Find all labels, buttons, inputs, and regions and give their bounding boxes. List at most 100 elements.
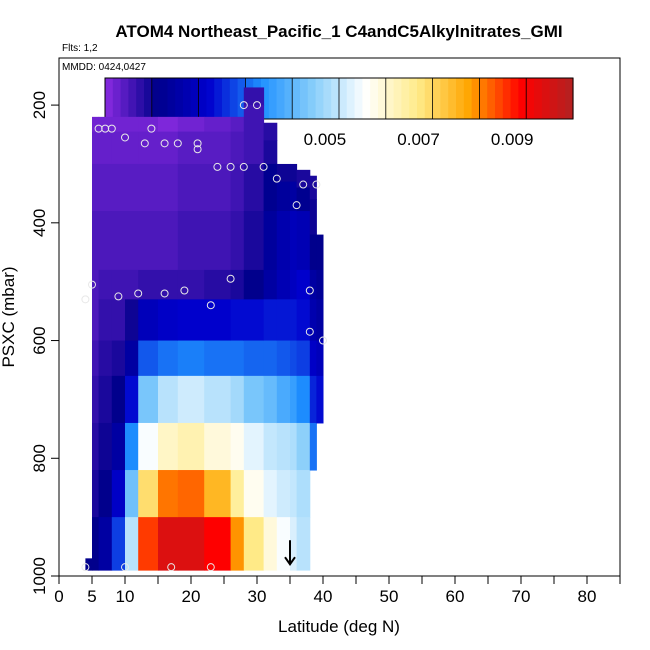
y-axis: 200 400 600 800 1000 xyxy=(30,91,59,595)
x-tick-label: 40 xyxy=(314,587,333,606)
heatmap-cell xyxy=(98,299,113,342)
flight-point xyxy=(239,162,248,171)
heatmap-cell xyxy=(243,517,265,571)
heatmap-cell xyxy=(243,87,265,106)
flight-point xyxy=(259,162,268,171)
x-tick-label: 80 xyxy=(578,587,597,606)
heatmap-cell xyxy=(85,558,93,571)
heatmap-cell xyxy=(138,375,159,424)
flight-points xyxy=(81,101,327,572)
heatmap-cell xyxy=(125,422,139,471)
heatmap-cell xyxy=(125,470,139,518)
colorbar-swatch xyxy=(206,78,215,119)
x-tick-label: 30 xyxy=(248,587,267,606)
heatmap-cell xyxy=(296,517,311,571)
heatmap-cell xyxy=(243,163,265,212)
heatmap-cell xyxy=(111,116,126,133)
flights-note: Flts: 1,2 xyxy=(62,43,98,54)
dates-note: MMDD: 0424,0427 xyxy=(62,62,146,73)
colorbar-swatch xyxy=(136,78,145,119)
heatmap-cell xyxy=(138,131,159,165)
flight-point xyxy=(140,139,149,148)
heatmap-cell xyxy=(111,470,126,518)
heatmap-cell xyxy=(243,269,265,300)
heatmap-cell xyxy=(263,375,278,424)
heatmap-cell xyxy=(138,116,159,133)
heatmap-cell xyxy=(92,422,100,471)
colorbar-frame xyxy=(104,77,574,120)
colorbar-swatch xyxy=(105,78,114,119)
heatmap-cell xyxy=(158,269,179,300)
heatmap-cell xyxy=(204,470,232,518)
heatmap-cell xyxy=(125,340,139,377)
heatmap-cell xyxy=(204,116,232,133)
flight-point xyxy=(107,124,116,133)
heatmap-cell xyxy=(158,131,179,165)
colorbar-swatch xyxy=(268,78,278,119)
colorbar-swatch xyxy=(417,78,426,119)
flight-point xyxy=(253,101,261,110)
x-tick-label: 50 xyxy=(380,587,399,606)
colorbar-swatch xyxy=(128,78,137,119)
heatmap-cell xyxy=(138,422,159,471)
colorbar-swatch xyxy=(214,78,223,119)
x-tick-label: 5 xyxy=(87,587,96,606)
heatmap-cell xyxy=(204,517,232,571)
heatmap-cell xyxy=(230,340,245,377)
heatmap-cell xyxy=(276,299,291,342)
colorbar-swatch xyxy=(534,78,543,119)
heatmap-cell xyxy=(243,211,265,271)
flight-point xyxy=(272,174,281,183)
heatmap-cell xyxy=(204,422,232,471)
heatmap-cell xyxy=(276,340,291,377)
heatmap-cell xyxy=(276,375,291,424)
heatmap-cell xyxy=(263,211,278,271)
heatmap-cell xyxy=(290,181,298,212)
y-tick-label: 800 xyxy=(30,444,49,472)
flight-point xyxy=(167,563,176,572)
flight-point xyxy=(239,101,248,110)
x-tick-label: 60 xyxy=(446,587,465,606)
colorbar-swatch xyxy=(339,78,348,119)
flight-point xyxy=(206,301,215,310)
heatmap-cell xyxy=(138,340,159,377)
colorbar-swatch xyxy=(471,78,480,119)
heatmap-cell xyxy=(98,470,113,518)
flight-point xyxy=(173,139,182,148)
heatmap-cell xyxy=(243,422,265,471)
flight-point xyxy=(81,295,90,304)
heatmap-cell xyxy=(177,340,205,377)
colorbar-swatch xyxy=(495,78,504,119)
heatmap-cell xyxy=(138,470,159,518)
heatmap-cell xyxy=(316,299,324,342)
heatmap-cell xyxy=(230,422,245,471)
colorbar-swatch xyxy=(526,78,535,119)
heatmap-cell xyxy=(276,517,291,571)
x-tick-label: 10 xyxy=(116,587,135,606)
heatmap-cell xyxy=(158,211,179,271)
heatmap-cell xyxy=(296,169,311,188)
heatmap-cell xyxy=(111,163,126,212)
heatmap-cell xyxy=(309,199,317,236)
flight-point xyxy=(88,280,96,289)
heatmap-cell xyxy=(125,299,139,342)
flight-point xyxy=(160,289,169,298)
flight-point xyxy=(147,124,156,133)
colorbar-swatch xyxy=(222,78,231,119)
colorbar-swatch xyxy=(261,78,270,119)
heatmap-cell xyxy=(98,375,113,424)
colorbar-swatch xyxy=(448,78,457,119)
plot-frame xyxy=(58,57,621,577)
colorbar-swatch xyxy=(565,78,574,119)
heatmap-cell xyxy=(243,340,265,377)
heatmap-cell xyxy=(111,131,126,165)
heatmap-cell xyxy=(111,269,126,300)
heatmap-cell xyxy=(230,375,245,424)
heatmap-cell xyxy=(92,299,100,342)
heatmap-cell xyxy=(158,375,179,424)
heatmap-cell xyxy=(158,470,179,518)
heatmap-cell xyxy=(290,299,298,342)
colorbar-swatch xyxy=(510,78,519,119)
colorbar-swatch xyxy=(175,78,184,119)
heatmap-cell xyxy=(138,269,159,300)
